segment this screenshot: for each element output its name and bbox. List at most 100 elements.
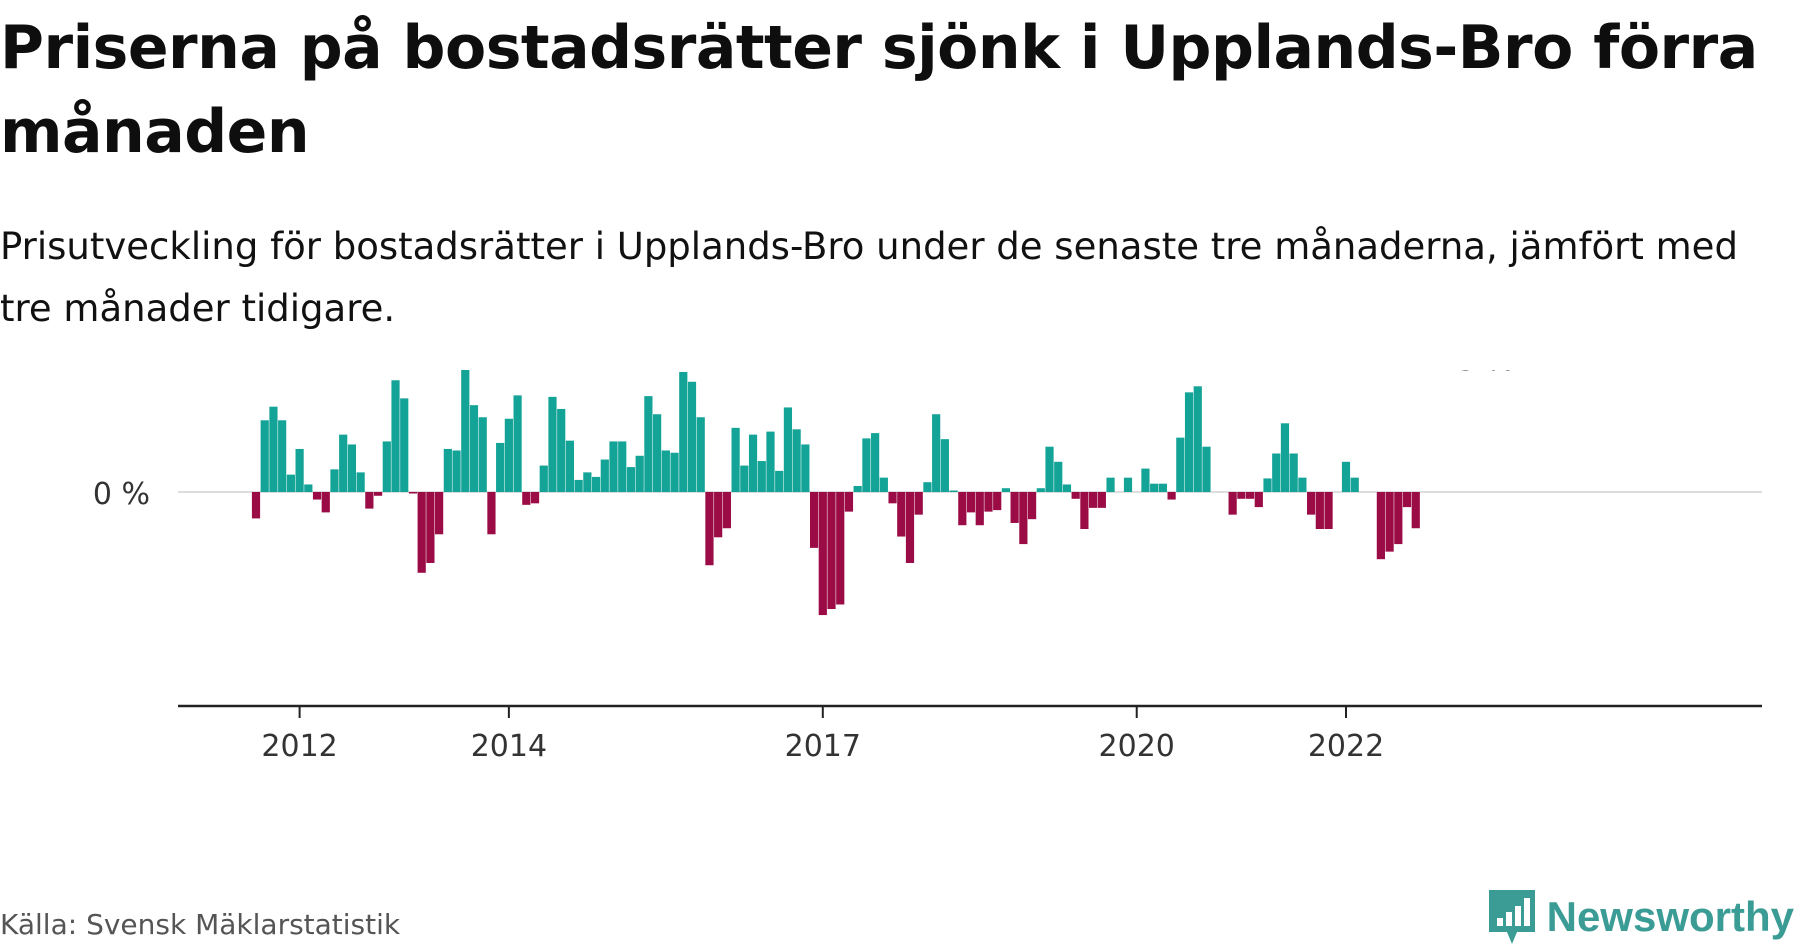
bar [295,448,304,492]
bar [1106,477,1115,492]
bar [1289,453,1298,492]
bar [1176,437,1185,492]
bar [286,474,295,492]
x-tick-label: 2014 [471,729,547,764]
bar [461,370,470,492]
bar [426,492,435,563]
source-note: Källa: Svensk Mäklarstatistik [0,908,401,941]
bar [679,371,688,492]
bar [626,467,636,492]
bar [435,492,444,535]
bar [1080,492,1089,529]
bar [1071,492,1080,499]
bar [1245,492,1255,499]
bar [914,492,923,515]
bar [1141,468,1150,492]
bar [809,492,819,548]
bar [818,492,827,616]
bar [1045,446,1054,492]
bar [975,492,984,526]
bar [1010,492,1019,523]
bar [452,450,461,492]
x-tick-label: 2022 [1308,729,1384,764]
bar [757,461,766,492]
bar [827,492,836,610]
x-tick-label: 2020 [1099,729,1175,764]
bar [365,492,374,509]
bar [836,492,845,605]
bar [966,492,976,513]
bar [591,476,601,492]
bar-chart-logo-icon [1488,890,1535,944]
bar [871,433,880,492]
y-tick-label: 0 % [93,477,150,512]
bar [862,438,871,492]
bar [722,492,731,529]
bar [356,472,365,492]
brand-logo[interactable]: Newsworthy [1487,888,1794,946]
bar [513,395,522,492]
bar [958,492,967,526]
bar [1123,477,1133,492]
bar [897,492,906,537]
bar [1402,492,1412,508]
bar [1097,492,1106,508]
bar [618,441,627,492]
bar [1280,423,1290,492]
bar [1054,461,1063,492]
gridlines [178,491,1762,493]
bar [339,434,348,492]
x-tick-label: 2012 [261,729,337,764]
bar [539,465,548,492]
bar [1019,492,1028,545]
bar [1394,492,1403,545]
bar [1237,492,1246,499]
bar [321,492,330,513]
bar [1036,488,1045,492]
x-axis [178,704,1762,718]
bar [775,470,784,492]
bar [496,442,505,492]
bar [373,492,383,496]
bar [661,450,670,492]
bar [1027,492,1037,520]
bar [1376,492,1385,560]
bar [304,484,313,492]
bar [487,492,496,535]
bar [530,492,540,504]
bar [792,429,801,492]
bar [400,398,409,492]
bar [1298,477,1307,492]
bar [278,420,287,492]
bar [574,479,583,492]
x-tick-label: 2017 [785,729,861,764]
bar [731,427,740,492]
bar [748,434,758,492]
bar [443,448,452,492]
bar [557,408,566,492]
bar [940,439,949,492]
bar [1089,492,1098,508]
bar [1001,488,1011,492]
bar [417,492,426,573]
bar [740,465,749,492]
bar [801,444,810,492]
bar [1315,492,1324,529]
bar [853,485,862,492]
bar [583,472,592,492]
bar [644,396,653,492]
bar [670,452,679,492]
bar [1193,386,1202,492]
latest-value-label: −5 % [1432,370,1514,378]
bar [565,440,575,492]
bar [1263,478,1272,492]
bar [1307,492,1316,515]
bar [600,459,609,492]
bar [1158,483,1167,492]
bar [269,406,278,492]
bar [408,492,418,494]
chart-subtitle: Prisutveckling för bostadsrätter i Uppla… [0,225,1738,330]
chart-title: Priserna på bostadsrätter sjönk i Upplan… [0,13,1758,167]
